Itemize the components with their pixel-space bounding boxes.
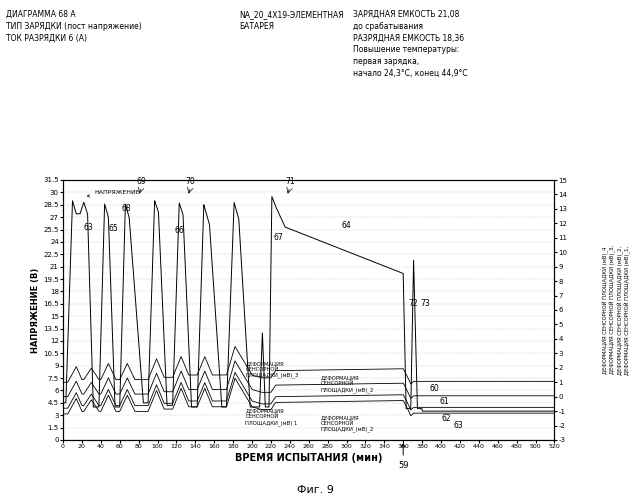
Text: 67: 67 [273, 234, 284, 242]
Text: ДЕФОРМАЦИЯ СЕНСОРНОЙ ПЛОЩАДКИ (мВ)_3,: ДЕФОРМАЦИЯ СЕНСОРНОЙ ПЛОЩАДКИ (мВ)_3, [609, 246, 615, 374]
Text: 62: 62 [441, 414, 450, 423]
Text: 71: 71 [285, 177, 295, 186]
Text: ДЕФОРМАЦИЯ
СЕНСОРНОЙ
ПЛОЩАДКИ_(мВ)_2: ДЕФОРМАЦИЯ СЕНСОРНОЙ ПЛОЩАДКИ_(мВ)_2 [321, 375, 374, 392]
Text: 59: 59 [398, 444, 408, 469]
Text: 69: 69 [137, 177, 146, 186]
Text: NA_20_4X19-ЭЛЕМЕНТНАЯ
БАТАРЕЯ: NA_20_4X19-ЭЛЕМЕНТНАЯ БАТАРЕЯ [239, 10, 344, 31]
X-axis label: ВРЕМЯ ИСПЫТАНИЯ (мин): ВРЕМЯ ИСПЫТАНИЯ (мин) [235, 454, 382, 464]
Text: ДЕФОРМАЦИЯ
СЕНСОРНОЙ
ПЛОЩАДКИ_(мВ)_3: ДЕФОРМАЦИЯ СЕНСОРНОЙ ПЛОЩАДКИ_(мВ)_3 [246, 361, 299, 378]
Text: НАПРЯЖЕНИЕ: НАПРЯЖЕНИЕ [88, 190, 140, 197]
Text: 66: 66 [175, 226, 184, 235]
Text: 60: 60 [430, 384, 439, 393]
Text: 72: 72 [408, 300, 418, 308]
Text: ДЕФОРМАЦИЯ СЕНСОРНОЙ ПЛОЩАДКИ (мВ)_2,: ДЕФОРМАЦИЯ СЕНСОРНОЙ ПЛОЩАДКИ (мВ)_2, [616, 246, 622, 374]
Text: ДЕФОРМАЦИЯ
СЕНСОРНОЙ
ПЛОЩАДКИ_(мВ) 1: ДЕФОРМАЦИЯ СЕНСОРНОЙ ПЛОЩАДКИ_(мВ) 1 [246, 408, 298, 426]
Text: 70: 70 [186, 177, 195, 186]
Text: 64: 64 [341, 221, 352, 230]
Text: 63: 63 [454, 421, 463, 430]
Text: ЗАРЯДНАЯ ЕМКОСТЬ 21,08
до срабатывания
РАЗРЯДНАЯ ЕМКОСТЬ 18,36
Повышение темпера: ЗАРЯДНАЯ ЕМКОСТЬ 21,08 до срабатывания Р… [353, 10, 467, 78]
Text: 65: 65 [108, 224, 118, 233]
Text: 61: 61 [439, 396, 449, 406]
Text: ДЕФОРМАЦИЯ СЕНСОРНОЙ ПЛОЩАДКИ (мВ)_1,: ДЕФОРМАЦИЯ СЕНСОРНОЙ ПЛОЩАДКИ (мВ)_1, [624, 246, 630, 374]
Text: ДЕФОРМАЦИЯ
СЕНСОРНОЙ
ПЛОЩАДКИ_(мВ)_2: ДЕФОРМАЦИЯ СЕНСОРНОЙ ПЛОЩАДКИ_(мВ)_2 [321, 415, 374, 432]
Y-axis label: НАПРЯЖЕНИЕ (В): НАПРЯЖЕНИЕ (В) [32, 268, 40, 352]
Text: ДИАГРАММА 68 А
ТИП ЗАРЯДКИ (пост напряжение)
ТОК РАЗРЯДКИ 6 (А): ДИАГРАММА 68 А ТИП ЗАРЯДКИ (пост напряже… [6, 10, 142, 42]
Text: 73: 73 [420, 300, 430, 308]
Text: 68: 68 [122, 204, 131, 214]
Text: Фиг. 9: Фиг. 9 [297, 485, 333, 495]
Text: ДЕФОРМАЦИЯ СЕНСОРНОЙ ПЛОЩАДКИ (мВ)_4: ДЕФОРМАЦИЯ СЕНСОРНОЙ ПЛОЩАДКИ (мВ)_4 [601, 246, 607, 374]
Text: 63: 63 [84, 222, 93, 232]
